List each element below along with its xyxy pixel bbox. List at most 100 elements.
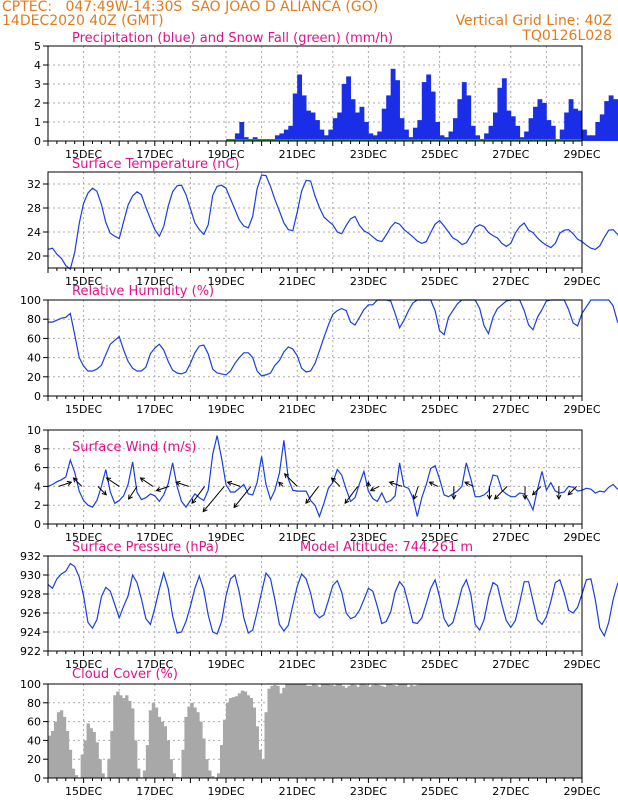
precip-bar (283, 129, 289, 141)
cloud-bar (445, 684, 449, 778)
cloud-bar (68, 749, 73, 778)
cloud-bar (472, 684, 476, 778)
cloud-bar (228, 698, 233, 778)
pres-title: Surface Pressure (hPa) (72, 540, 219, 555)
precip-bar (528, 118, 534, 141)
cloud-bar (400, 684, 405, 778)
cloud-bar (273, 684, 277, 778)
rh-title: Relative Humidity (%) (72, 284, 214, 299)
precip-bar (341, 84, 347, 141)
cloud-bar (504, 684, 509, 778)
x-tick-label: 15DEC (65, 275, 102, 288)
cloud-bar (380, 685, 384, 778)
cloud-bar (300, 684, 304, 778)
cloud-bar (65, 731, 70, 778)
precip-bar (452, 118, 458, 141)
cloud-bar (246, 695, 251, 778)
cloud-bar (323, 684, 328, 778)
x-tick-label: 21DEC (279, 148, 316, 161)
precip-bar (337, 112, 343, 141)
precip-bar (506, 110, 512, 141)
x-tick-label: 25DEC (421, 403, 458, 416)
cloud-bar (555, 684, 559, 778)
precip-bar (363, 122, 369, 141)
header-date: 14DEC2020 40Z (GMT) (2, 13, 164, 29)
cloud-bar (427, 684, 431, 778)
cloud-bar (347, 685, 351, 778)
x-tick-label: 25DEC (421, 785, 458, 798)
precip-bar (613, 99, 618, 141)
cloud-bar (558, 684, 562, 778)
wind_speed-line (47, 435, 618, 519)
precip-bar (488, 125, 494, 141)
precip-bar (359, 106, 365, 141)
precip-bar (372, 135, 378, 141)
y-tick-label: 80 (27, 313, 41, 326)
precip-bar (421, 82, 427, 141)
cloud-bar (314, 684, 319, 778)
y-tick-label: 80 (27, 697, 41, 710)
cloud-bar (356, 686, 360, 778)
precip-bar (559, 129, 565, 141)
cloud-bar (305, 685, 310, 778)
precip-bar (239, 122, 245, 141)
cloud-bar (368, 686, 372, 778)
cloud-bar (353, 684, 357, 778)
cloud-bar (475, 684, 479, 778)
y-tick-label: 2 (34, 499, 41, 512)
precip-bar (497, 87, 503, 141)
cloud-bar (457, 684, 461, 778)
cloud-bar (418, 684, 423, 778)
cloud-bar (116, 691, 120, 778)
cloud-bar (107, 759, 111, 778)
cloud-bar (561, 684, 565, 778)
header-grid-line: Vertical Grid Line: 40Z (455, 13, 612, 29)
precip-bar (297, 74, 303, 141)
precip-bar (573, 108, 578, 141)
x-tick-label: 29DEC (563, 785, 600, 798)
cloud-bar (383, 686, 387, 778)
x-tick-label: 25DEC (421, 658, 458, 671)
x-tick-label: 27DEC (492, 658, 529, 671)
cloud-bar (531, 684, 535, 778)
x-tick-label: 27DEC (492, 403, 529, 416)
wind-arrow (330, 477, 341, 487)
header-model-code: TQ0126L028 (522, 28, 612, 44)
x-tick-label: 29DEC (563, 275, 600, 288)
cloud-bar (196, 712, 200, 778)
precip-bar (448, 131, 454, 141)
wind-arrow (388, 480, 403, 487)
cloud-bar (202, 738, 206, 778)
cloud-bar (71, 768, 76, 778)
cloud-bar (160, 721, 165, 778)
cloud-bar (365, 684, 369, 778)
x-tick-label: 21DEC (279, 275, 316, 288)
precip-bar (493, 112, 498, 141)
y-tick-label: 8 (34, 443, 41, 456)
precip-bar (546, 120, 552, 141)
cloud-bar (460, 684, 464, 778)
cloud-bar (208, 770, 212, 778)
cloud-bar (442, 684, 446, 778)
panel-frame (47, 429, 583, 525)
cloud-bar (409, 684, 414, 778)
cloud-bar (522, 684, 526, 778)
x-tick-label: 23DEC (350, 658, 387, 671)
wind-arrow (191, 486, 206, 505)
x-tick-label: 19DEC (207, 658, 244, 671)
cloud-bar (566, 684, 571, 778)
wind-arrow (226, 480, 241, 487)
x-tick-label: 17DEC (136, 531, 173, 544)
y-tick-label: 60 (27, 716, 41, 729)
precip-bar (568, 99, 574, 141)
wind-arrow (105, 477, 120, 487)
precip-bar (390, 68, 396, 141)
cloud-bar (338, 684, 342, 778)
precip-bar (515, 125, 521, 141)
cloud-bar (421, 684, 426, 778)
cloud-bar (326, 684, 331, 778)
cloud-bar (297, 684, 301, 778)
cloud-bar (231, 697, 236, 778)
wind-arrow (233, 486, 252, 509)
